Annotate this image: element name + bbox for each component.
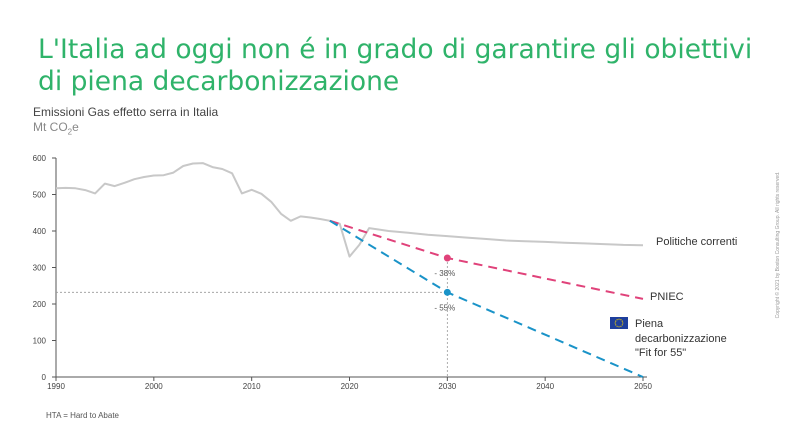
marker-pniec-2030 <box>443 254 451 262</box>
x-tick-label: 2040 <box>536 382 554 391</box>
chart-subtitle: Emissioni Gas effetto serra in Italia <box>33 105 219 119</box>
series-line-politiche-correnti <box>55 162 644 258</box>
x-tick-label: 2020 <box>341 382 359 391</box>
x-tick-label: 2010 <box>243 382 261 391</box>
legend-label-fit-for-55-line1: Piena <box>635 318 664 330</box>
eu-flag-icon <box>610 317 628 329</box>
y-tick-label: 500 <box>33 191 47 200</box>
series-line-pniec <box>329 219 644 300</box>
y-tick-label: 100 <box>33 337 47 346</box>
x-tick-label: 1990 <box>47 382 65 391</box>
eu-flag-star <box>622 322 624 324</box>
eu-flag-star <box>615 324 617 326</box>
legend-label-politiche-correnti: Politiche correnti <box>656 236 737 248</box>
eu-flag-star <box>621 320 623 322</box>
eu-flag-star <box>616 319 618 321</box>
page-title: L'Italia ad oggi non é in grado di garan… <box>38 34 753 97</box>
x-tick-label: 2030 <box>438 382 456 391</box>
eu-flag-star <box>615 320 617 322</box>
y-tick-label: 0 <box>42 373 47 382</box>
eu-flag-star <box>614 322 616 324</box>
copyright-notice: Copyright © 2021 by Boston Consulting Gr… <box>775 171 781 319</box>
eu-flag-star <box>621 324 623 326</box>
eu-flag-star <box>618 318 620 320</box>
x-tick-label: 2000 <box>145 382 163 391</box>
eu-flag-star <box>620 325 622 327</box>
unit-prefix: Mt CO <box>33 120 68 134</box>
legend-label-pniec: PNIEC <box>650 291 684 303</box>
legend-label-fit-for-55-line3: "Fit for 55" <box>635 347 686 359</box>
footnote: HTA = Hard to Abate <box>46 411 120 420</box>
y-tick-label: 200 <box>33 300 47 309</box>
y-tick-label: 400 <box>33 227 47 236</box>
eu-flag-star <box>616 325 618 327</box>
unit-label: Mt CO2e <box>33 120 79 136</box>
marker-fit-for-55-2030 <box>443 288 451 296</box>
y-tick-label: 300 <box>33 264 47 273</box>
unit-subscript: 2 <box>67 127 73 137</box>
eu-flag-star <box>618 326 620 328</box>
reduction-label: - 55% <box>434 303 455 312</box>
unit-suffix: e <box>72 120 79 134</box>
y-tick-label: 600 <box>33 154 47 163</box>
x-tick-label: 2050 <box>634 382 652 391</box>
reduction-label: - 38% <box>434 269 455 278</box>
legend-label-fit-for-55-line2: decarbonizzazione <box>635 333 727 345</box>
eu-flag-star <box>620 319 622 321</box>
